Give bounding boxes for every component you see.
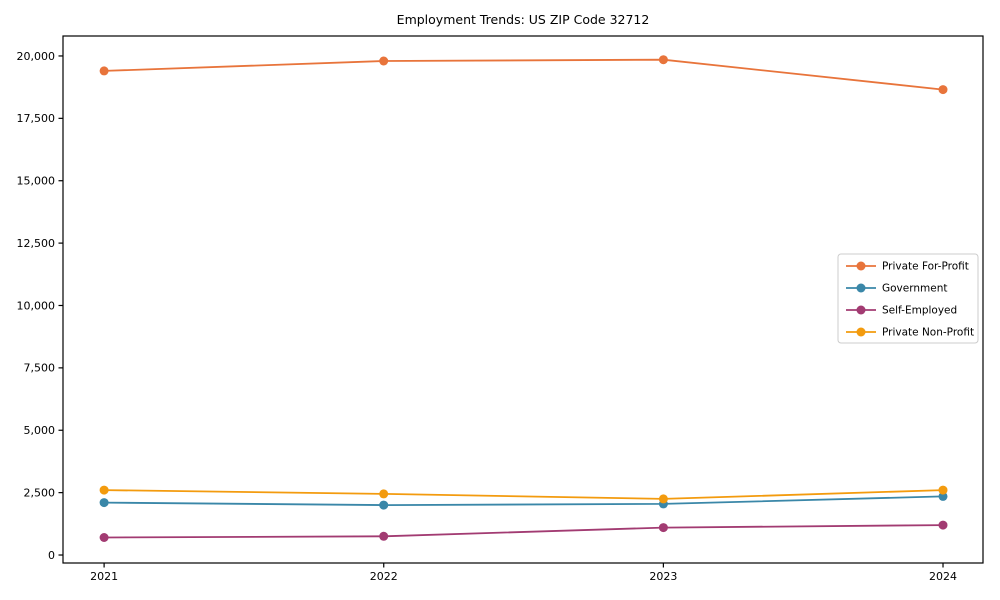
legend-marker-government — [856, 283, 866, 293]
data-point-private-for-profit — [658, 55, 668, 65]
series-line-private-non-profit — [104, 489, 944, 500]
data-point-self-employed — [658, 523, 668, 533]
y-tick-label: 5,000 — [24, 424, 56, 437]
x-tick-label: 2021 — [90, 570, 118, 583]
data-point-private-non-profit — [379, 489, 389, 499]
legend-marker-self-employed — [856, 305, 866, 315]
data-point-private-for-profit — [938, 85, 948, 95]
legend-box — [837, 253, 979, 344]
data-point-private-for-profit — [379, 56, 389, 66]
legend-label-self-employed: Self-Employed — [882, 305, 957, 317]
legend-label-private-for-profit: Private For-Profit — [882, 261, 969, 273]
data-point-private-non-profit — [658, 494, 668, 504]
y-tick-label: 12,500 — [17, 237, 56, 250]
series-line-private-for-profit — [104, 58, 944, 91]
data-point-government — [99, 498, 109, 508]
x-tick-label: 2023 — [649, 570, 677, 583]
y-tick-label: 20,000 — [17, 50, 56, 63]
data-point-government — [938, 491, 948, 501]
y-tick-label: 7,500 — [24, 362, 56, 375]
data-point-government — [379, 500, 389, 510]
y-tick-label: 17,500 — [17, 112, 56, 125]
y-tick-label: 15,000 — [17, 175, 56, 188]
y-tick-label: 0 — [48, 549, 55, 562]
data-point-self-employed — [99, 533, 109, 542]
data-point-private-non-profit — [938, 485, 948, 495]
legend-marker-private-non-profit — [856, 327, 866, 337]
series-line-self-employed — [104, 524, 944, 539]
plot-border — [62, 35, 984, 564]
x-tick-label: 2022 — [370, 570, 398, 583]
series-line-government — [104, 495, 944, 507]
legend-label-private-non-profit: Private Non-Profit — [882, 327, 974, 339]
legend: Private For-Profit Government Self-Employe… — [837, 253, 979, 344]
data-point-private-non-profit — [99, 485, 109, 495]
data-point-self-employed — [938, 520, 948, 530]
chart-title: Employment Trends: US ZIP Code 32712 — [397, 12, 650, 27]
x-tick-label: 2024 — [929, 570, 957, 583]
legend-label-government: Government — [882, 283, 947, 295]
plot-area: 0 2,500 5,000 7,500 10,000 12,500 15,000 17,500… — [17, 35, 984, 583]
y-tick-label: 2,500 — [24, 486, 56, 499]
legend-marker-private-for-profit — [856, 261, 866, 271]
data-point-private-for-profit — [99, 66, 109, 76]
data-point-self-employed — [379, 531, 389, 541]
y-tick-label: 10,000 — [17, 299, 56, 312]
